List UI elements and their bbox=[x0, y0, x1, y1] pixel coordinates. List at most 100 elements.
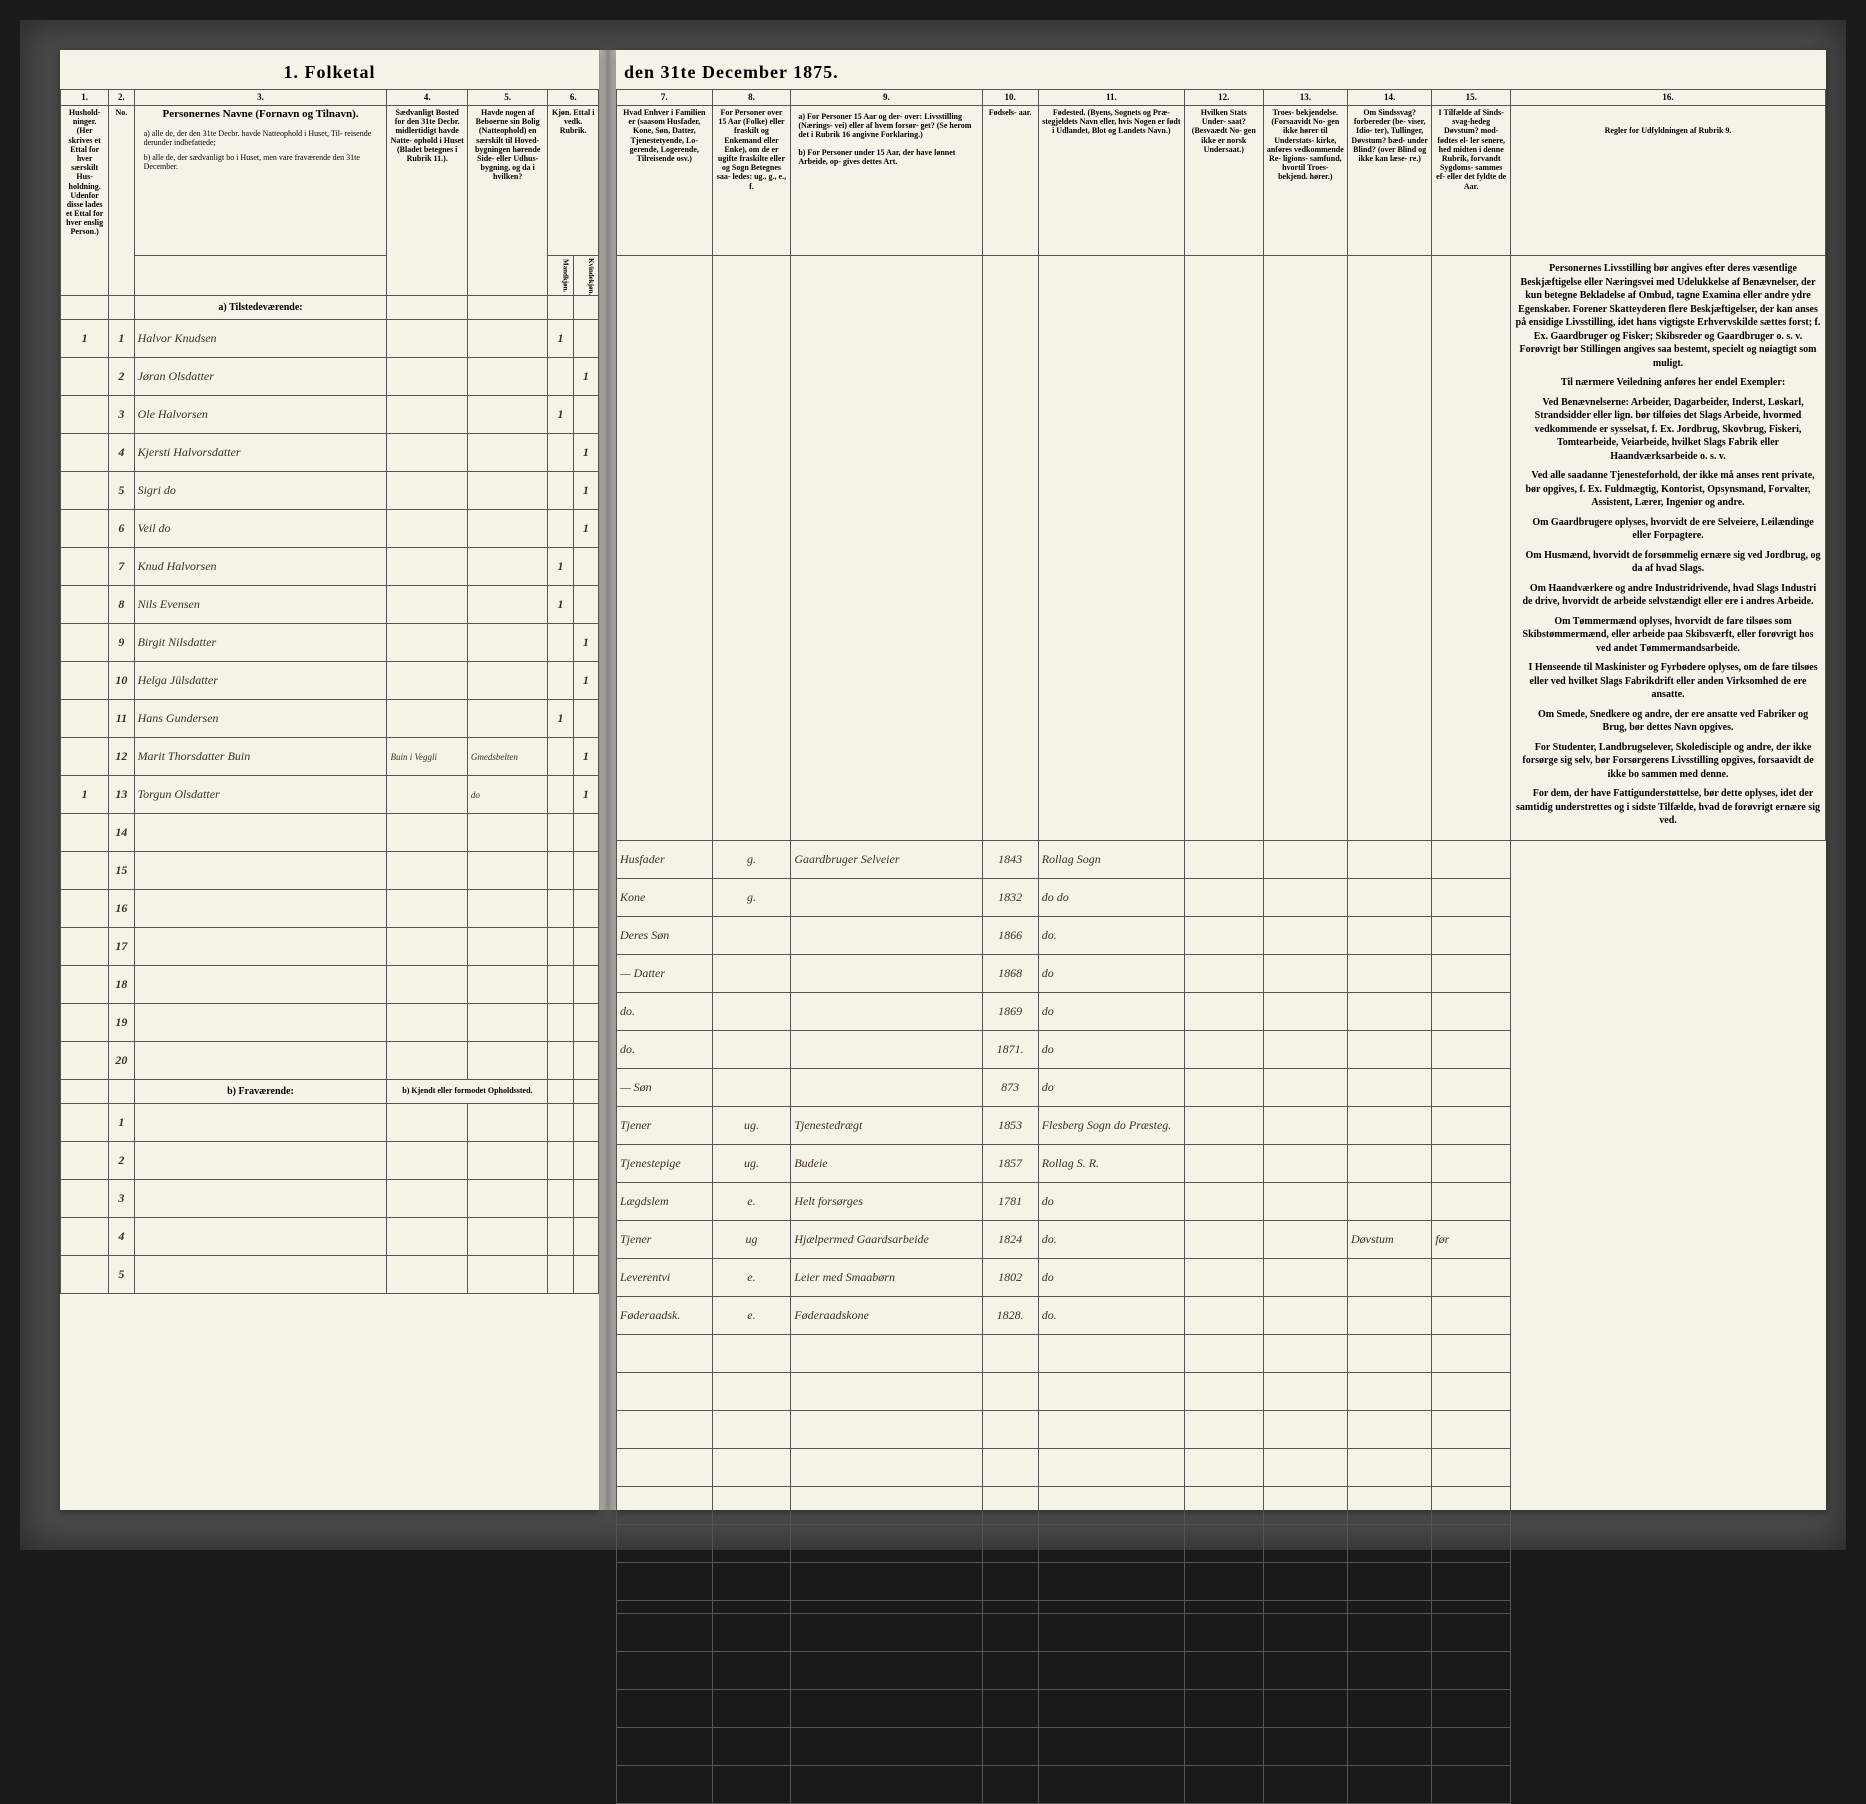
m-cell: 1 bbox=[548, 548, 573, 586]
c14-cell bbox=[1347, 1030, 1431, 1068]
right-page: den 31te December 1875. 7. 8. 9. 10. 11.… bbox=[616, 50, 1826, 1510]
table-row: 11 Hans Gundersen 1 bbox=[61, 700, 599, 738]
section-a-row-right: Personernes Livsstilling bør angives eft… bbox=[617, 256, 1826, 841]
h6-k: Kvindekjøn. bbox=[573, 256, 598, 296]
rownum-cell: 6 bbox=[109, 510, 134, 548]
occ-cell bbox=[791, 1524, 982, 1562]
civ-cell: ug bbox=[712, 1220, 791, 1258]
rownum-cell: 1 bbox=[109, 320, 134, 358]
rownum-cell: 2 bbox=[109, 1142, 134, 1180]
table-row: 16 bbox=[61, 890, 599, 928]
section-b-row: b) Fraværende: b) Kjendt eller formodet … bbox=[61, 1080, 599, 1104]
c13-cell bbox=[1263, 1258, 1347, 1296]
col5-cell bbox=[467, 586, 547, 624]
occ-cell bbox=[791, 954, 982, 992]
place-cell: do bbox=[1038, 954, 1184, 992]
m-cell bbox=[548, 662, 573, 700]
civ-cell bbox=[712, 1486, 791, 1524]
rules-paragraph: Til nærmere Veiledning anføres her endel… bbox=[1515, 376, 1821, 390]
occ-cell: Hjælpermed Gaardsarbeide bbox=[791, 1220, 982, 1258]
m-cell bbox=[548, 776, 573, 814]
section-b-note: b) Kjendt eller formodet Opholdssted. bbox=[387, 1080, 548, 1104]
col4-cell bbox=[387, 434, 467, 472]
year-cell: 1832 bbox=[982, 878, 1038, 916]
k-cell bbox=[573, 320, 598, 358]
year-cell bbox=[982, 1410, 1038, 1448]
year-cell: 1853 bbox=[982, 1106, 1038, 1144]
c13-cell bbox=[1263, 1220, 1347, 1258]
m-cell bbox=[548, 1042, 573, 1080]
c14-cell bbox=[1347, 1258, 1431, 1296]
book-spine bbox=[600, 50, 616, 1510]
c13-cell bbox=[1263, 1486, 1347, 1524]
c12-cell bbox=[1184, 1372, 1263, 1410]
col4-cell bbox=[387, 1042, 467, 1080]
c14-cell bbox=[1347, 1106, 1431, 1144]
h3-sub bbox=[134, 256, 387, 296]
m-cell: 1 bbox=[548, 700, 573, 738]
rel-cell: Lægdslem bbox=[617, 1182, 713, 1220]
k-cell bbox=[573, 396, 598, 434]
table-row bbox=[617, 1524, 1826, 1562]
place-cell: do bbox=[1038, 992, 1184, 1030]
rules-paragraph: Om Smede, Snedkere og andre, der ere ans… bbox=[1515, 708, 1821, 735]
colnum-8: 8. bbox=[712, 90, 791, 106]
rel-cell: Husfader bbox=[617, 840, 713, 878]
c12-cell bbox=[1184, 1334, 1263, 1372]
c15-cell bbox=[1432, 1296, 1511, 1334]
hh-cell bbox=[61, 852, 109, 890]
hh-cell bbox=[61, 548, 109, 586]
name-cell: Ole Halvorsen bbox=[134, 396, 387, 434]
hh-cell: 1 bbox=[61, 776, 109, 814]
civ-cell bbox=[712, 1068, 791, 1106]
col4-cell bbox=[387, 472, 467, 510]
occ-cell bbox=[791, 1486, 982, 1524]
occ-cell: Tjenestedrægt bbox=[791, 1106, 982, 1144]
page-title-left: 1. Folketal bbox=[60, 50, 599, 89]
col5-cell bbox=[467, 548, 547, 586]
rownum-cell: 17 bbox=[109, 928, 134, 966]
hh-cell bbox=[61, 738, 109, 776]
colnum-5: 5. bbox=[467, 90, 547, 106]
c12-cell bbox=[1184, 954, 1263, 992]
table-row: Leverentvi e. Leier med Smaabørn 1802 do bbox=[617, 1258, 1826, 1296]
col5-cell bbox=[467, 396, 547, 434]
table-row bbox=[617, 1651, 1826, 1689]
page-title-right: den 31te December 1875. bbox=[616, 50, 1826, 89]
rel-cell: Tjener bbox=[617, 1220, 713, 1258]
civ-cell bbox=[712, 1372, 791, 1410]
k-cell bbox=[573, 586, 598, 624]
c12-cell bbox=[1184, 1068, 1263, 1106]
col4-cell bbox=[387, 662, 467, 700]
k-cell: 1 bbox=[573, 510, 598, 548]
c15-cell bbox=[1432, 1258, 1511, 1296]
hh-cell bbox=[61, 966, 109, 1004]
table-row: 17 bbox=[61, 928, 599, 966]
col4-cell: Buin i Veggli bbox=[387, 738, 467, 776]
h2: No. bbox=[109, 106, 134, 296]
place-cell: Rollag S. R. bbox=[1038, 1144, 1184, 1182]
h15: I Tilfælde af Sinds- svag-hedeg Døvstum?… bbox=[1432, 106, 1511, 256]
k-cell: 1 bbox=[573, 434, 598, 472]
occ-cell bbox=[791, 1030, 982, 1068]
colnum-10: 10. bbox=[982, 90, 1038, 106]
rules-paragraph: Ved Benævnelserne: Arbeider, Dagarbeider… bbox=[1515, 396, 1821, 464]
h1: Hushold- ninger. (Her skrives et Ettal f… bbox=[61, 106, 109, 296]
c12-cell bbox=[1184, 1258, 1263, 1296]
colnum-3: 3. bbox=[134, 90, 387, 106]
h3-b: b) alle de, der sædvanligt bo i Huset, m… bbox=[138, 147, 384, 171]
c12-cell bbox=[1184, 1486, 1263, 1524]
k-cell: 1 bbox=[573, 358, 598, 396]
h3-top: Personernes Navne (Fornavn og Tilnavn). bbox=[138, 108, 384, 129]
left-page: 1. Folketal 1. 2. 3. 4. 5. 6. Hushold- n… bbox=[60, 50, 600, 1510]
k-cell: 1 bbox=[573, 472, 598, 510]
table-row bbox=[617, 1372, 1826, 1410]
c15-cell bbox=[1432, 916, 1511, 954]
c14-cell bbox=[1347, 1562, 1431, 1600]
hh-cell bbox=[61, 472, 109, 510]
name-cell: Nils Evensen bbox=[134, 586, 387, 624]
colnum-14: 14. bbox=[1347, 90, 1431, 106]
colnum-row-right: 7. 8. 9. 10. 11. 12. 13. 14. 15. 16. bbox=[617, 90, 1826, 106]
hh-cell bbox=[61, 624, 109, 662]
c12-cell bbox=[1184, 1562, 1263, 1600]
